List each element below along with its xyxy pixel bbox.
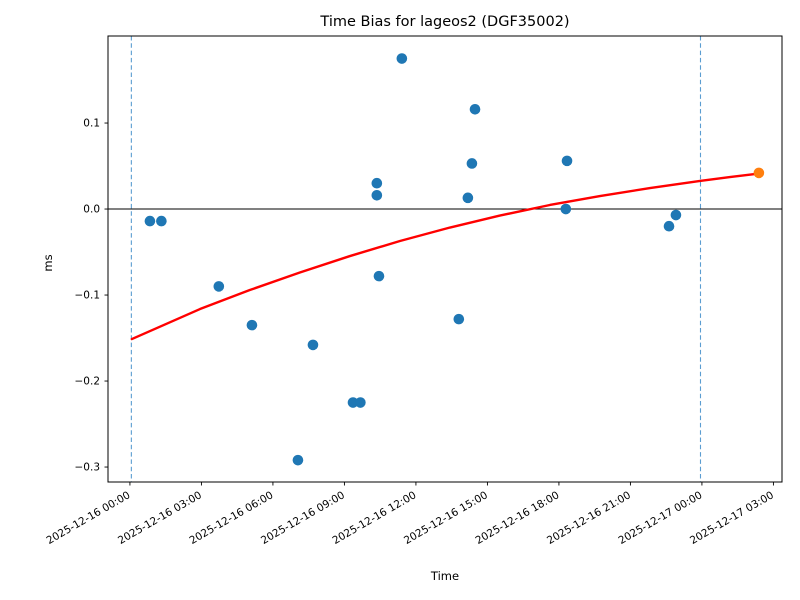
y-tick-label: −0.2 [75,376,101,388]
time-bias-observations-point [462,192,474,204]
time-bias-observations-point [144,215,156,227]
time-bias-observations-point [307,339,319,351]
time-bias-observations-point [156,215,167,227]
trend-fit-curve [130,172,761,341]
time-bias-observations-point [561,155,573,167]
time-bias-observations-point [213,281,225,292]
time-bias-observations-point [663,220,675,232]
time-bias-observations-point [560,203,572,215]
time-bias-observations-point [670,209,682,221]
time-bias-observations-point [246,319,258,331]
time-bias-observations-point [371,189,383,201]
axes-frame [107,35,783,483]
chart-title: Time Bias for lageos2 (DGF35002) [319,14,569,30]
time-bias-observations-point [355,397,366,408]
time-bias-observations-point [396,53,408,64]
y-axis-label: ms [41,254,55,271]
time-bias-observations-point [347,397,359,408]
time-bias-observations-point [292,454,304,466]
time-bias-observations-point [453,313,465,325]
time-bias-observations-point [373,270,385,282]
time-bias-observations-point [371,177,383,189]
y-tick-label: −0.1 [75,290,101,302]
time-bias-observations-point [469,103,481,115]
time-bias-observations-point [466,158,478,169]
y-tick-label: −0.3 [75,462,101,474]
y-tick-label: 0.1 [83,118,100,130]
x-axis-label: Time [430,569,459,583]
y-tick-label: 0.0 [83,204,100,216]
extrapolated-point-point [753,167,765,179]
